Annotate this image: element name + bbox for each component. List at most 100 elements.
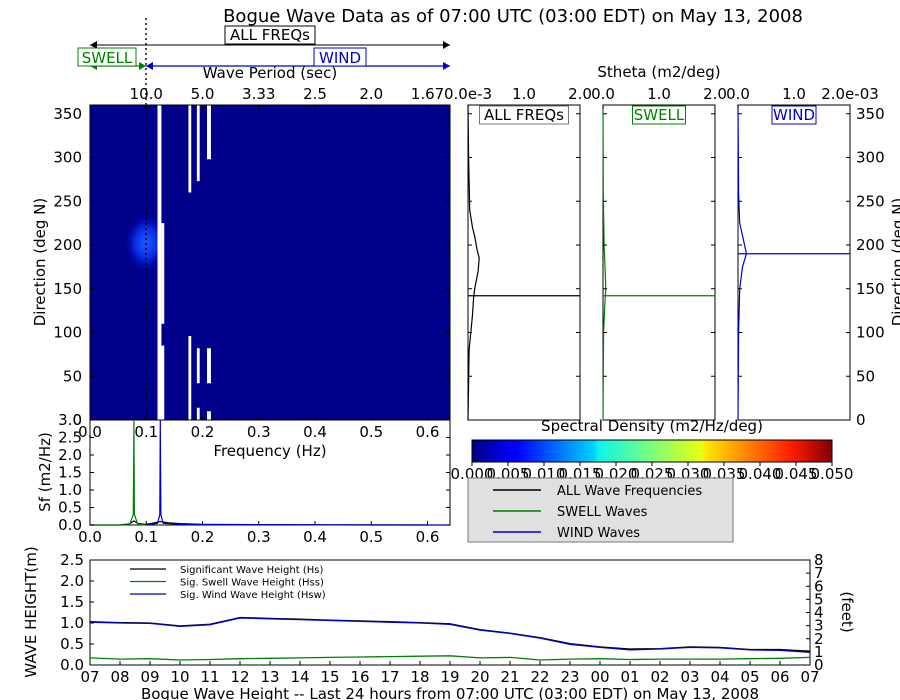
legend-label: WIND Waves [557,526,640,541]
wave-height-y-ticks: 0.0 0.5 1.0 1.5 2.0 2.5 [60,551,94,674]
wave-height-y-tick-label: 1.5 [60,593,84,611]
spectrum-1d-x-tick-label: 0.6 [416,528,440,546]
stheta-top-tick-label: 2.0 [568,85,592,103]
heatmap-gap-7 [196,407,200,420]
wave-height-x-tick-label: 12 [230,668,249,686]
colorbar: Spectral Density (m2/Hz/deg) 0.0000.0050… [451,417,854,483]
wave-height-y2-tick-label: 7 [814,564,824,582]
stheta-right-y-tick-label: 200 [856,236,885,254]
heatmap-top-tick-label: 2.0 [359,85,383,103]
spectrum-1d-y-tick-label: 0.5 [58,499,82,517]
stheta-right-y-tick-label: 0 [856,411,866,429]
heatmap-y-tick-label: 350 [53,105,82,123]
heatmap-gap-2 [157,345,165,420]
stheta-panel-title: WIND [773,106,815,124]
stheta-profile-line [467,104,480,421]
colorbar-tick-label: 0.050 [811,465,854,483]
all-freqs-band-label: ALL FREQs [230,26,310,44]
heatmap-x-tick-label: 0.2 [191,423,215,441]
heatmap-x-axis-label: Frequency (Hz) [213,442,326,460]
wave-height-x-tick-label: 14 [290,668,309,686]
stheta-right-y-tick-label: 350 [856,105,885,123]
wave-height-y-axis-label: WAVE HEIGHT(m) [22,546,40,677]
heatmap-gaps [157,105,211,420]
heatmap-top-axis-label: Wave Period (sec) [203,64,337,82]
spectrum-1d-lines [90,419,450,526]
spectrum-1d-x-tick-label: 0.5 [359,528,383,546]
wave-height-y2-tick-label: 0 [814,656,824,674]
stheta-right-y-tick-label: 50 [856,367,875,385]
heatmap-gap-3 [188,105,192,193]
heatmap-gap-8 [207,105,211,160]
heatmap-top-tick-label: 2.5 [303,85,327,103]
spectrum-1d-y-tick-label: 3.0 [58,411,82,429]
wave-height-y2-tick-label: 6 [814,577,824,595]
spectrum-1d-series-2 [146,419,450,526]
wave-height-x-tick-label: 18 [410,668,429,686]
heatmap-gap-1 [161,223,165,324]
colorbar-label: Spectral Density (m2/Hz/deg) [541,417,763,435]
heatmap-x-tick-label: 0.6 [416,423,440,441]
stheta-top-tick-label: 0.0 [726,85,750,103]
stheta-panel-title: SWELL [634,106,685,124]
spectrum-1d-x-tick-label: 0.2 [191,528,215,546]
stheta-top-tick-label: 0.0 [591,85,615,103]
wave-height-y2-tick-label: 4 [814,604,824,622]
wave-height-y-tick-label: 2.5 [60,551,84,569]
spectrum-1d-series-1 [90,419,147,526]
wind-band-label: WIND [319,49,361,67]
wave-height-x-tick-label: 09 [140,668,159,686]
wave-height-y2-tick-label: 8 [814,551,824,569]
wave-height-y-tick-label: 2.0 [60,572,84,590]
wave-height-y-axis-label-text: WAVE HEIGHT(m) [22,546,40,677]
heatmap-y-tick-label: 250 [53,192,82,210]
wave-height-y-tick-label: 0.0 [60,656,84,674]
colorbar-tick-label: 0.045 [775,465,818,483]
wave-height-x-tick-label: 19 [440,668,459,686]
spectrum-1d-x-tick-label: 0.0 [78,528,102,546]
wave-height-x-tick-label: 20 [470,668,489,686]
stheta-panel-swell: 0.0 1.0 2.0 SWELL [591,85,727,421]
wave-height-x-tick-label: 03 [680,668,699,686]
stheta-right-y-tick-label: 150 [856,280,885,298]
heatmap-y-tick-label: 150 [53,280,82,298]
heatmap-y-ticks: 0 50 100 150 200 250 300 350 [53,105,450,429]
stheta-right-y-tick-label: 100 [856,324,885,342]
wave-height-title: Bogue Wave Height -- Last 24 hours from … [141,685,759,700]
heatmap-top-tick-label: 5.0 [191,85,215,103]
spectrum-1d-y-tick-label: 2.5 [58,429,82,447]
wave-height-x-tick-label: 07 [800,668,819,686]
stheta-panel-frame [467,104,581,421]
legend-label: ALL Wave Frequencies [557,484,702,499]
heatmap-top-tick-label: 1.67 [411,85,444,103]
heatmap-x-tick-label: 0.1 [134,423,158,441]
stheta-top-tick-label: 0.0e-3 [444,85,492,103]
wave-height-x-tick-label: 17 [380,668,399,686]
heatmap-y-tick-label: 50 [63,367,82,385]
wave-height-series-2 [89,617,811,654]
wave-height-y-tick-label: 1.0 [60,614,84,632]
heatmap-x-ticks: 0.0 0.1 0.2 0.3 0.4 0.5 0.6 [78,415,439,441]
figure-title: Bogue Wave Data as of 07:00 UTC (03:00 E… [223,6,803,27]
wave-height-x-tick-label: 08 [110,668,129,686]
heatmap-y-tick-label: 200 [53,236,82,254]
wave-height-x-tick-label: 07 [80,668,99,686]
wave-height-lines [89,616,811,661]
stheta-top-tick-label: 1.0 [647,85,671,103]
heatmap-gap-9 [207,348,211,384]
wave-height-y-tick-label: 0.5 [60,635,84,653]
stheta-right-y-tick-label: 250 [856,192,885,210]
stheta-right-y-tick-label: 300 [856,149,885,167]
wave-height-x-tick-label: 15 [320,668,339,686]
heatmap-top-tick-label: 3.33 [242,85,275,103]
heatmap-x-tick-label: 0.4 [303,423,327,441]
stheta-label: Stheta (m2/deg) [597,63,720,81]
heatmap-y-axis-label: Direction (deg N) [31,198,49,327]
wave-height-x-tick-label: 00 [590,668,609,686]
wave-height-legend-label: Sig. Wind Wave Height (Hsw) [180,590,326,601]
wave-height-x-tick-label: 23 [560,668,579,686]
wave-height-y2-tick-label: 5 [814,590,824,608]
